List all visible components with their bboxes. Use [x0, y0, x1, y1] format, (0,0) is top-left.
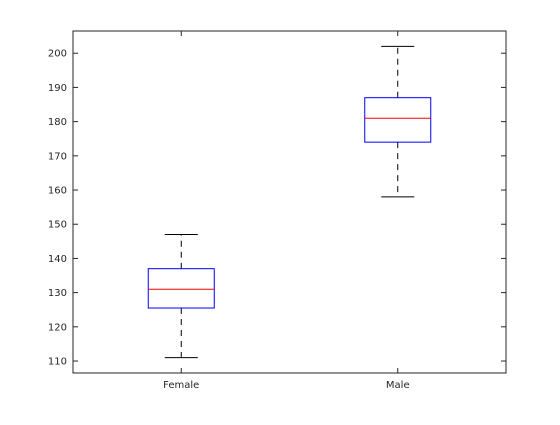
- y-tick-label: 120: [48, 322, 67, 333]
- box-male: [364, 45, 432, 198]
- y-tick-label: 130: [48, 288, 67, 299]
- y-tick-label: 140: [48, 254, 67, 265]
- y-tick-label: 190: [48, 83, 67, 94]
- y-tick-label: 150: [48, 220, 67, 231]
- iqr-box: [147, 268, 215, 309]
- y-tick-label: 170: [48, 151, 67, 162]
- y-tick-label: 110: [48, 357, 67, 368]
- plot-area: [72, 30, 507, 374]
- box-female: [147, 233, 215, 359]
- x-axis: Female Male: [163, 31, 410, 391]
- y-axis: 110 120 130 140 150 160 170 180 190 200: [48, 49, 506, 368]
- iqr-box: [364, 97, 432, 143]
- box-series: [147, 45, 432, 359]
- y-tick-label: 200: [48, 49, 67, 60]
- y-tick-label: 180: [48, 117, 67, 128]
- y-tick-label: 160: [48, 186, 67, 197]
- x-tick-label: Female: [163, 380, 199, 391]
- x-tick-label: Male: [386, 380, 410, 391]
